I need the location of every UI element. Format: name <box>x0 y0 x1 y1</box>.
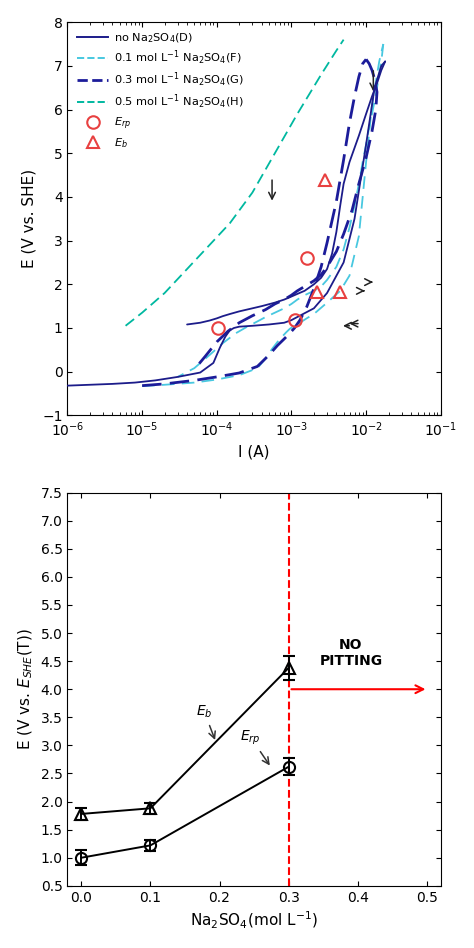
Text: $E_{rp}$: $E_{rp}$ <box>240 728 269 764</box>
Legend: no Na$_2$SO$_4$(D), 0.1 mol L$^{-1}$ Na$_2$SO$_4$(F), 0.3 mol L$^{-1}$ Na$_2$SO$: no Na$_2$SO$_4$(D), 0.1 mol L$^{-1}$ Na$… <box>73 27 247 153</box>
X-axis label: I (A): I (A) <box>238 445 270 460</box>
Y-axis label: E (V vs. SHE): E (V vs. SHE) <box>21 169 36 268</box>
Text: $E_b$: $E_b$ <box>196 703 215 738</box>
X-axis label: Na$_2$SO$_4$(mol L$^{-1}$): Na$_2$SO$_4$(mol L$^{-1}$) <box>190 910 318 931</box>
Text: NO
PITTING: NO PITTING <box>319 638 383 667</box>
Y-axis label: E (V vs. $E_{SHE}$(T)): E (V vs. $E_{SHE}$(T)) <box>17 629 35 750</box>
